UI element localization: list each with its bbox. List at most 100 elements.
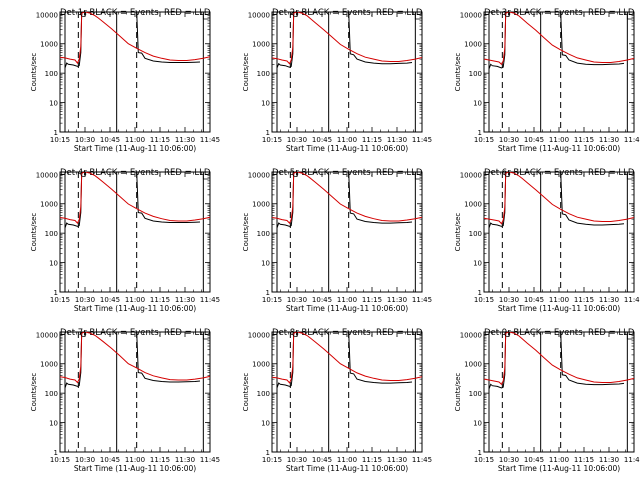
y-tick-label: 1000 xyxy=(464,361,482,369)
x-axis-label: Start Time (11-Aug-11 10:06:00) xyxy=(286,304,408,313)
x-tick-label: 11:15 xyxy=(150,296,170,304)
bracket-marker xyxy=(202,13,209,20)
x-tick-label: 11:30 xyxy=(599,296,619,304)
x-tick-label: 11:15 xyxy=(574,296,594,304)
x-tick-label: 11:00 xyxy=(337,456,357,464)
x-tick-label: 10:30 xyxy=(287,456,307,464)
x-tick-label: 10:30 xyxy=(287,136,307,144)
x-tick-label: 10:30 xyxy=(287,296,307,304)
peak-marker-circle xyxy=(292,12,299,17)
x-tick-label: 11:00 xyxy=(125,136,145,144)
x-tick-label: 10:45 xyxy=(524,296,544,304)
y-tick-label: 1000 xyxy=(40,201,58,209)
x-axis-label: Start Time (11-Aug-11 10:06:00) xyxy=(74,304,196,313)
x-tick-label: 11:00 xyxy=(549,136,569,144)
x-tick-label: 11:30 xyxy=(175,456,195,464)
x-tick-label: 11:30 xyxy=(175,296,195,304)
bracket-marker xyxy=(626,13,633,20)
panel-title: Det 1r BLACK = Events, RED = LLD xyxy=(60,8,211,18)
y-tick-label: 1000 xyxy=(40,41,58,49)
x-tick-label: 10:45 xyxy=(312,136,332,144)
y-tick-label: 1 xyxy=(478,129,482,137)
x-tick-label: 11:45 xyxy=(412,456,432,464)
peak-marker-circle xyxy=(292,332,299,337)
events-series-line xyxy=(276,332,413,389)
y-tick-label: 1000 xyxy=(252,201,270,209)
plot-frame xyxy=(59,171,211,293)
x-axis-label: Start Time (11-Aug-11 10:06:00) xyxy=(74,464,196,473)
x-tick-label: 11:15 xyxy=(574,456,594,464)
lld-series-line xyxy=(272,12,422,65)
y-axis-label: Counts/sec xyxy=(454,213,462,252)
detector-panel-3: Det 3r BLACK = Events, RED = LLD 1 10 100 10… xyxy=(454,8,640,153)
events-series-line xyxy=(488,12,625,70)
y-tick-label: 1 xyxy=(478,289,482,297)
bracket-marker xyxy=(626,173,633,180)
x-tick-label: 11:30 xyxy=(387,296,407,304)
y-tick-label: 1 xyxy=(54,129,58,137)
y-tick-label: 10000 xyxy=(248,11,270,19)
y-tick-label: 1000 xyxy=(464,41,482,49)
lld-series-line xyxy=(60,172,210,224)
x-tick-label: 11:15 xyxy=(150,136,170,144)
lld-series-line xyxy=(272,332,422,384)
y-tick-label: 10 xyxy=(261,100,270,108)
y-axis-label: Counts/sec xyxy=(242,373,250,412)
x-tick-label: 11:15 xyxy=(362,136,382,144)
x-tick-label: 11:00 xyxy=(337,296,357,304)
y-tick-label: 1 xyxy=(54,449,58,457)
lld-series-line xyxy=(484,12,634,66)
x-axis-label: Start Time (11-Aug-11 10:06:00) xyxy=(74,144,196,153)
bracket-marker xyxy=(202,333,209,340)
x-tick-label: 10:30 xyxy=(499,296,519,304)
lld-series-line xyxy=(484,332,634,386)
x-tick-label: 11:15 xyxy=(362,456,382,464)
panel-title: Det 6r BLACK = Events, RED = LLD xyxy=(484,168,635,178)
y-axis-label: Counts/sec xyxy=(454,373,462,412)
x-tick-label: 11:15 xyxy=(362,296,382,304)
x-tick-label: 10:30 xyxy=(499,456,519,464)
x-tick-label: 11:45 xyxy=(624,136,640,144)
x-tick-label: 10:15 xyxy=(50,456,70,464)
lld-series-line xyxy=(60,332,210,384)
plot-frame xyxy=(483,11,635,133)
y-tick-label: 10 xyxy=(473,420,482,428)
y-tick-label: 10 xyxy=(261,420,270,428)
y-axis-label: Counts/sec xyxy=(30,213,38,252)
y-tick-label: 1 xyxy=(266,289,270,297)
panel-title: Det 3r BLACK = Events, RED = LLD xyxy=(484,8,635,18)
y-tick-label: 10000 xyxy=(460,331,482,339)
y-tick-label: 10 xyxy=(49,260,58,268)
y-tick-label: 10000 xyxy=(460,11,482,19)
x-tick-label: 10:15 xyxy=(262,136,282,144)
y-tick-label: 10000 xyxy=(248,331,270,339)
x-tick-label: 10:45 xyxy=(524,456,544,464)
x-tick-label: 10:45 xyxy=(524,136,544,144)
x-tick-label: 11:45 xyxy=(624,456,640,464)
y-tick-label: 10000 xyxy=(36,331,58,339)
x-tick-label: 10:30 xyxy=(75,456,95,464)
x-tick-label: 10:15 xyxy=(474,296,494,304)
peak-marker-circle xyxy=(80,12,87,17)
peak-marker-circle xyxy=(80,332,87,337)
x-tick-label: 11:45 xyxy=(200,136,220,144)
y-tick-label: 10000 xyxy=(36,11,58,19)
panel-title: Det 5r BLACK = Events, RED = LLD xyxy=(272,168,423,178)
y-tick-label: 1 xyxy=(266,129,270,137)
peak-marker-circle xyxy=(292,172,299,177)
x-tick-label: 10:45 xyxy=(100,296,120,304)
x-tick-label: 10:15 xyxy=(474,456,494,464)
x-tick-label: 10:15 xyxy=(50,296,70,304)
y-tick-label: 1000 xyxy=(464,201,482,209)
detector-panel-1: Det 1r BLACK = Events, RED = LLD 1 10 100 10… xyxy=(30,8,220,153)
panel-title: Det 8r BLACK = Events, RED = LLD xyxy=(272,328,423,338)
y-tick-label: 100 xyxy=(45,230,58,238)
plot-frame xyxy=(271,331,423,453)
x-tick-label: 10:15 xyxy=(474,136,494,144)
events-series-line xyxy=(64,12,201,69)
x-tick-label: 11:45 xyxy=(200,456,220,464)
detector-panel-9: Det 9r BLACK = Events, RED = LLD 1 10 100 10… xyxy=(454,328,640,473)
y-axis-label: Counts/sec xyxy=(242,213,250,252)
x-tick-label: 11:00 xyxy=(549,296,569,304)
x-tick-label: 11:00 xyxy=(549,456,569,464)
